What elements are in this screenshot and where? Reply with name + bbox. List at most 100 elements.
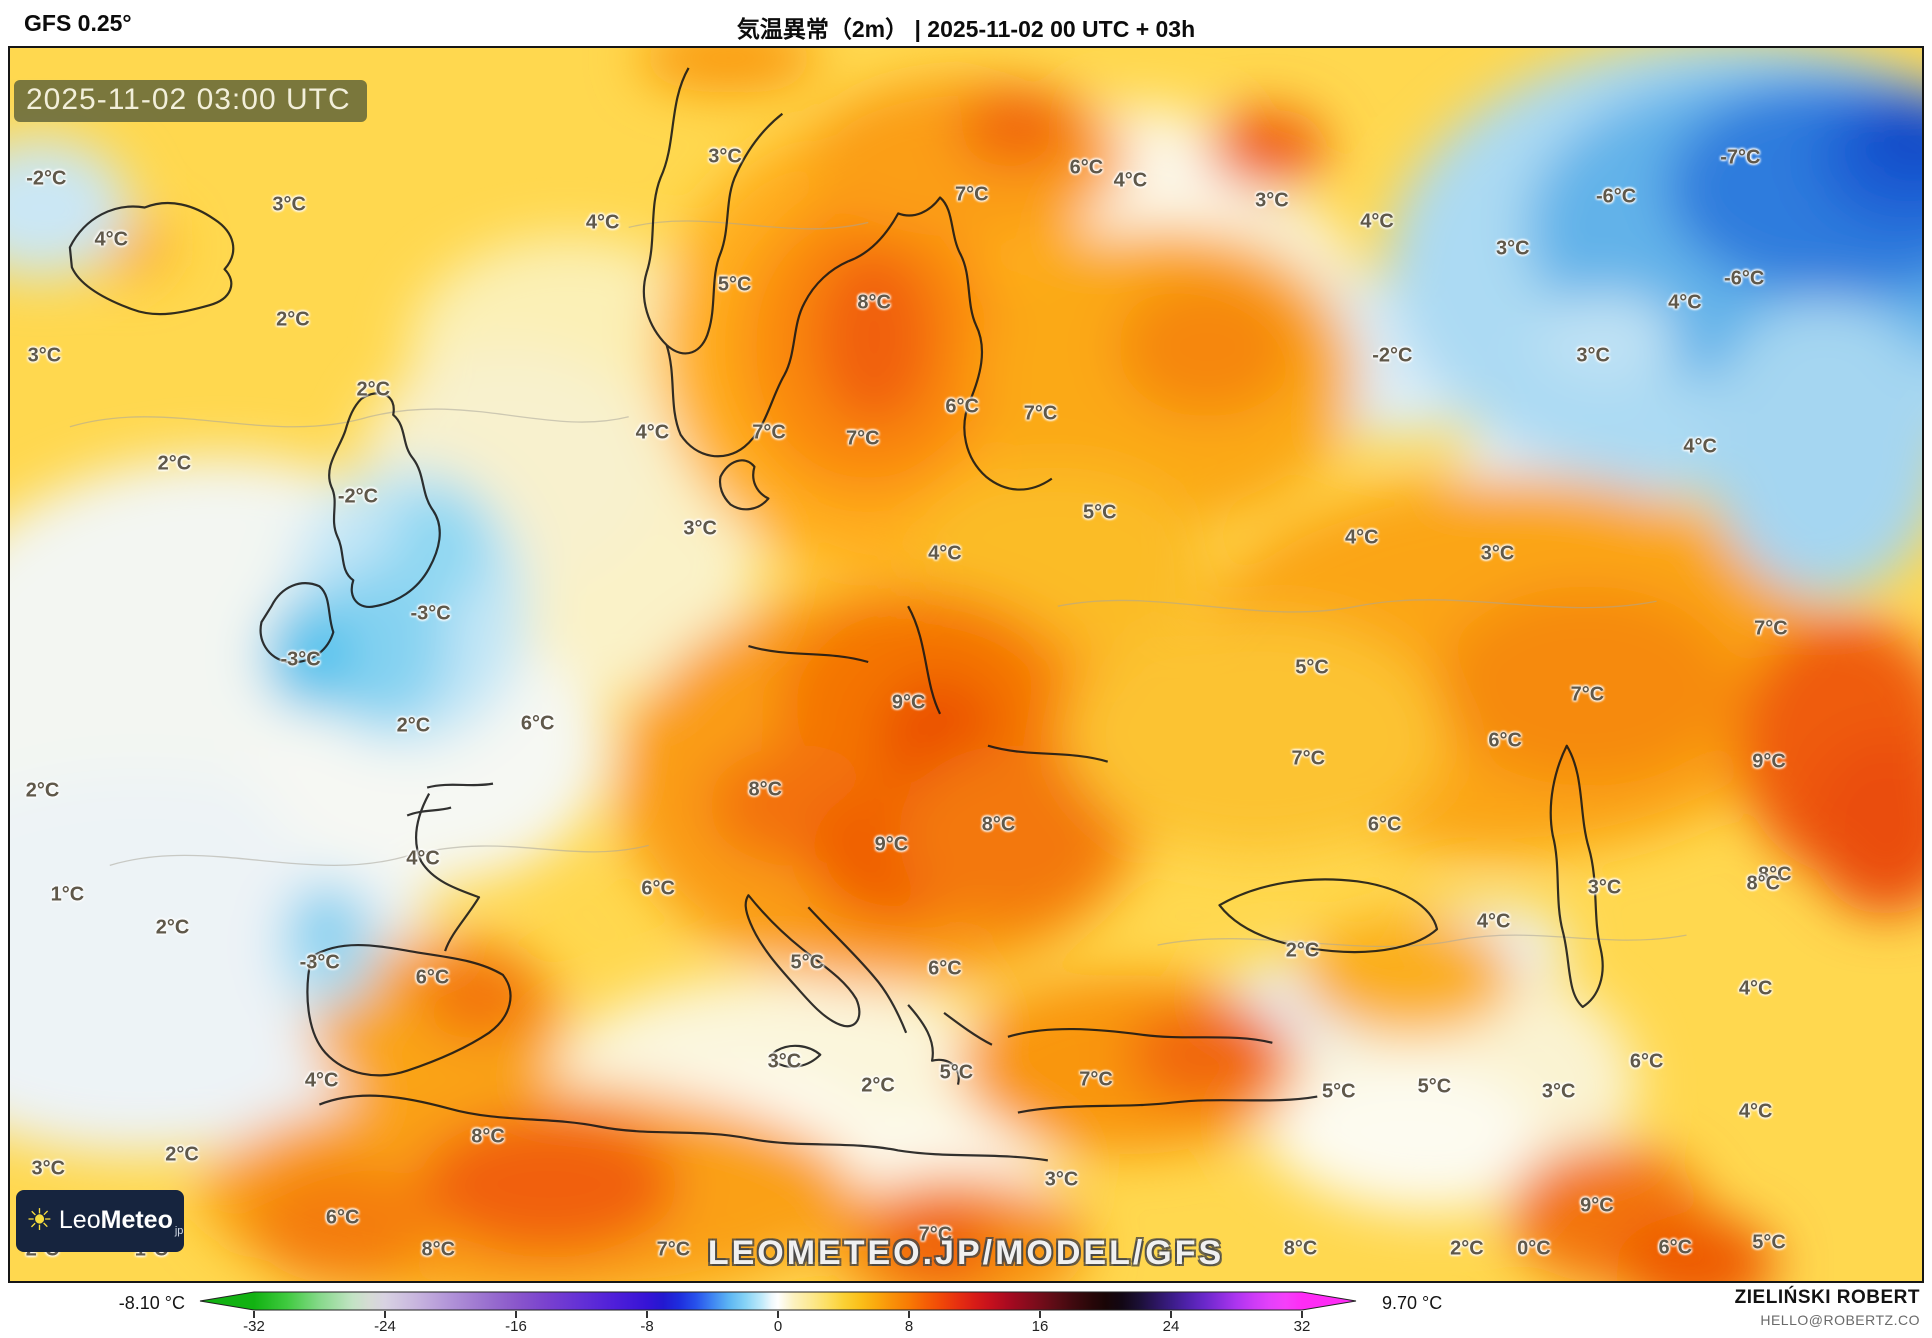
temperature-label: 7°C xyxy=(918,1223,953,1246)
temperature-label: -3°C xyxy=(280,648,321,671)
temperature-label: 3°C xyxy=(27,344,62,367)
sun-icon: ☀ xyxy=(26,1204,53,1237)
credit-email: HELLO@ROBERTZ.CO xyxy=(1760,1312,1920,1328)
temperature-label: 6°C xyxy=(415,966,450,989)
temperature-label: 6°C xyxy=(1658,1236,1693,1259)
temperature-label: 4°C xyxy=(928,542,962,565)
temperature-field-graphic xyxy=(10,48,1922,1281)
header: GFS 0.25° 気温異常（2m） | 2025-11-02 00 UTC +… xyxy=(0,0,1932,46)
temperature-label: 2°C xyxy=(861,1074,895,1097)
colorbar-tick xyxy=(646,1311,648,1318)
temperature-label: -7°C xyxy=(1720,146,1761,169)
colorbar-tick xyxy=(384,1311,386,1318)
temperature-label: 5°C xyxy=(1752,1231,1786,1254)
colorbar-tick-label: 8 xyxy=(904,1318,914,1335)
temperature-label: 6°C xyxy=(928,957,962,980)
temperature-label: 9°C xyxy=(891,691,926,714)
temperature-label: 0°C xyxy=(1517,1237,1551,1260)
temperature-label: 4°C xyxy=(1113,169,1148,192)
colorbar-max-label: 9.70 °C xyxy=(1382,1293,1443,1313)
temperature-label: 7°C xyxy=(1754,617,1788,640)
temperature-label: 3°C xyxy=(1044,1168,1079,1191)
temperature-label: 5°C xyxy=(1322,1080,1356,1103)
temperature-label: 3°C xyxy=(31,1157,66,1180)
footer: -8.10 °C 9.70 °C -32 -24 -16 -8 0 8 16 24 32 ZIE… xyxy=(0,1283,1932,1338)
colorbar-tick xyxy=(777,1311,779,1318)
colorbar xyxy=(199,1291,1357,1311)
temperature-label: 8°C xyxy=(981,813,1016,836)
leometeo-logo: ☀ LeoMeteo jp xyxy=(16,1190,184,1252)
temperature-label: 6°C xyxy=(1629,1050,1664,1073)
colorbar-tick-label: -8 xyxy=(640,1318,654,1335)
page-title: 気温異常（2m） | 2025-11-02 00 UTC + 03h xyxy=(736,16,1196,42)
temperature-label: 7°C xyxy=(1570,683,1605,706)
temperature-label: 8°C xyxy=(1283,1237,1318,1260)
temperature-label: 1°C xyxy=(50,883,85,906)
colorbar-min-label: -8.10 °C xyxy=(118,1293,185,1313)
temperature-label: 4°C xyxy=(1344,526,1379,548)
temperature-label: 8°C xyxy=(857,291,892,314)
credits: ZIELIŃSKI ROBERT HELLO@ROBERTZ.CO xyxy=(1735,1287,1920,1328)
temperature-label: 3°C xyxy=(1587,876,1622,899)
temperature-label: 2°C xyxy=(157,452,192,475)
temperature-label: 3°C xyxy=(272,193,306,216)
timestamp-badge: 2025-11-02 03:00 UTC xyxy=(14,80,367,122)
temperature-label: 9°C xyxy=(874,833,909,856)
colorbar-tick-label: -24 xyxy=(374,1318,396,1335)
temperature-label: 5°C xyxy=(939,1061,974,1084)
temperature-label: 8°C xyxy=(1757,863,1792,886)
temperature-label: 7°C xyxy=(752,421,786,444)
colorbar-tick-label: 24 xyxy=(1162,1318,1180,1335)
colorbar-tick-label: -32 xyxy=(243,1318,265,1335)
temperature-label: 9°C xyxy=(1580,1194,1614,1217)
temperature-label: 2°C xyxy=(276,308,310,331)
temperature-label: -2°C xyxy=(337,485,379,508)
temperature-label: 4°C xyxy=(1360,210,1394,233)
temperature-label: 4°C xyxy=(1738,977,1773,1000)
credit-name: ZIELIŃSKI ROBERT xyxy=(1734,1287,1920,1308)
temperature-label: 4°C xyxy=(635,421,670,444)
temperature-label: 6°C xyxy=(1488,729,1522,752)
temperature-label: 6°C xyxy=(1367,813,1402,836)
temperature-label: 2°C xyxy=(25,779,60,802)
temperature-label: 2°C xyxy=(356,378,391,401)
temperature-label: 5°C xyxy=(1417,1075,1452,1098)
coastline-lines xyxy=(68,67,1604,1162)
temperature-label: 2°C xyxy=(396,714,431,737)
temperature-label: 4°C xyxy=(1738,1100,1773,1123)
temperature-label: 4°C xyxy=(406,847,440,870)
temperature-label: 4°C xyxy=(94,228,129,251)
temperature-label: -6°C xyxy=(1724,267,1765,290)
temperature-label: 8°C xyxy=(1746,872,1781,895)
colorbar-tick xyxy=(1170,1311,1172,1318)
colorbar-tick xyxy=(908,1311,910,1318)
temperature-label: 7°C xyxy=(656,1238,691,1261)
temperature-label: -2°C xyxy=(1372,344,1413,367)
temperature-label: 3°C xyxy=(1541,1080,1576,1103)
temperature-label: 2°C xyxy=(1285,939,1320,962)
temperature-label: 5°C xyxy=(790,951,825,974)
temperature-label: 4°C xyxy=(1668,291,1702,314)
temperature-label: -3°C xyxy=(410,602,451,625)
temperature-label: 6°C xyxy=(520,712,555,735)
temperature-label: 4°C xyxy=(585,211,620,234)
colorbar-tick xyxy=(253,1311,255,1318)
colorbar-tick-label: 16 xyxy=(1031,1318,1049,1335)
temperature-label: -6°C xyxy=(1595,185,1637,208)
temperature-label: 5°C xyxy=(1295,656,1329,679)
temperature-label: 2°C xyxy=(165,1143,199,1166)
temperature-label: 3°C xyxy=(708,145,742,167)
temperature-label: -2°C xyxy=(26,167,67,190)
colorbar-tick-label: 0 xyxy=(773,1318,783,1335)
temperature-label: 3°C xyxy=(1480,542,1515,565)
temperature-label: 3°C xyxy=(1496,237,1530,260)
watermark: LEOMETEO.JP/MODEL/GFS xyxy=(707,1234,1225,1272)
temperature-label: 3°C xyxy=(1255,189,1289,212)
temperature-label: 4°C xyxy=(1476,910,1511,933)
colorbar-tick xyxy=(1301,1311,1303,1318)
temperature-label: 7°C xyxy=(954,183,989,206)
temperature-label: 6°C xyxy=(945,395,979,418)
temperature-label: -3°C xyxy=(299,951,340,974)
colorbar-tick-label: 32 xyxy=(1293,1318,1311,1335)
temperature-label: 8°C xyxy=(748,778,783,801)
